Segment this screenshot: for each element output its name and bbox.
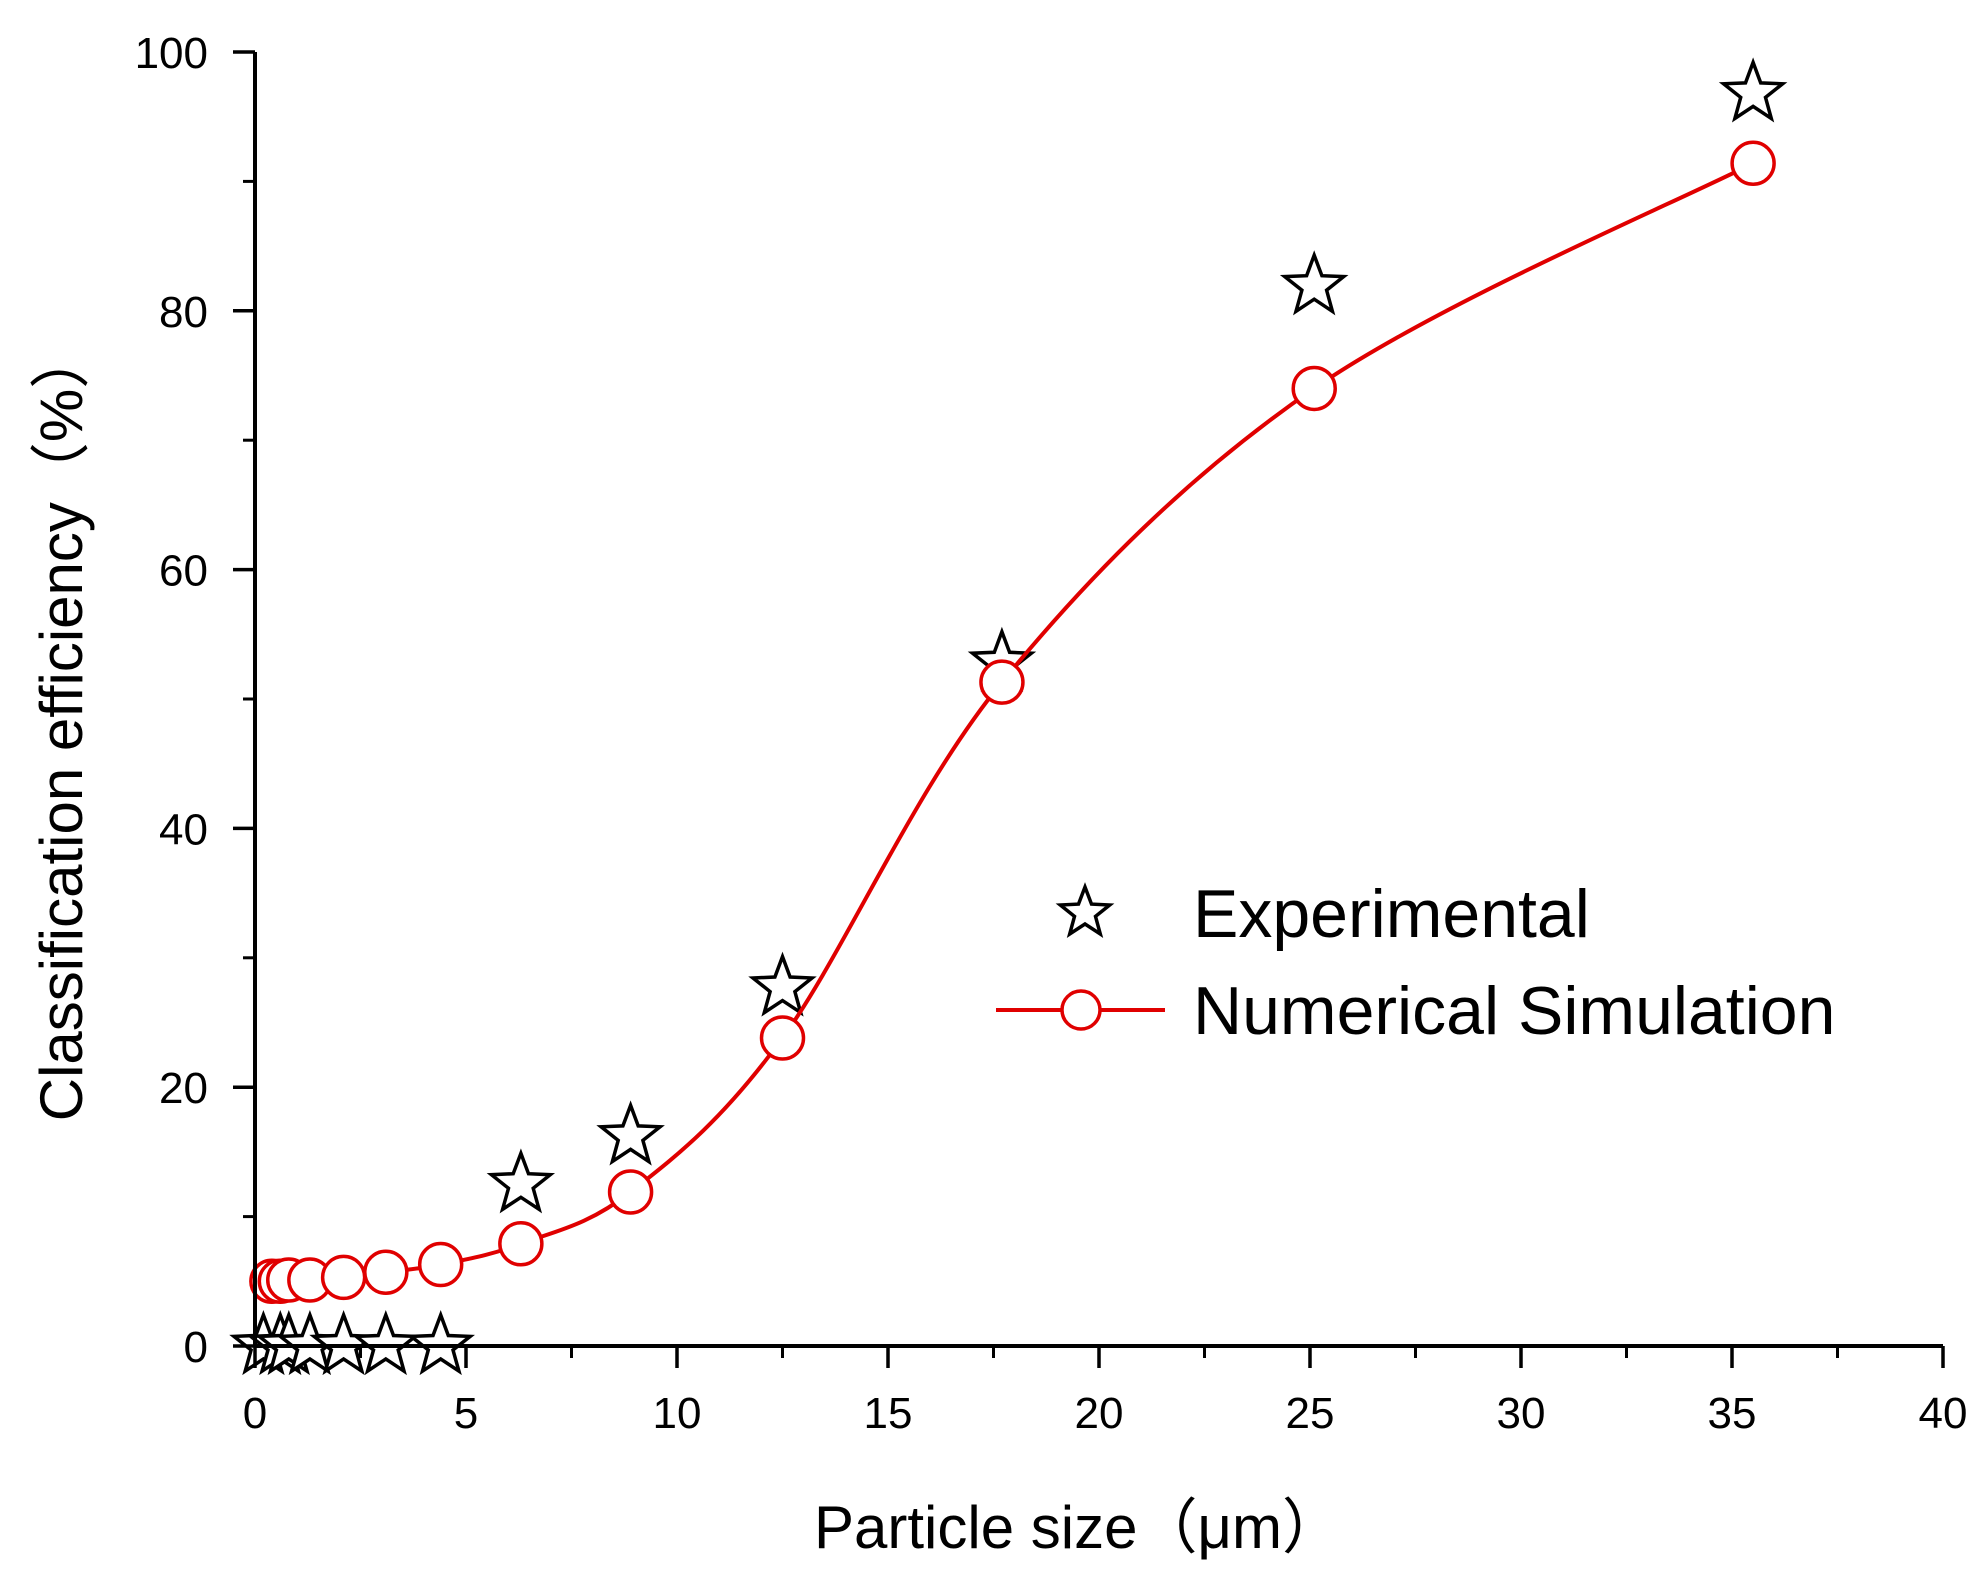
x-tick-label: 40 — [1919, 1389, 1968, 1438]
x-tick-label: 20 — [1075, 1389, 1124, 1438]
simulation-point — [607, 1169, 654, 1215]
experimental-point — [486, 1148, 556, 1214]
legend-label-numerical-simulation: Numerical Simulation — [1193, 973, 1835, 1049]
series-numerical-simulation — [249, 140, 1776, 1305]
simulation-point — [320, 1254, 367, 1301]
simulation-point — [1730, 140, 1776, 187]
legend-item-numerical-simulation: Numerical Simulation — [996, 973, 1835, 1049]
x-tick-label: 25 — [1286, 1389, 1335, 1438]
simulation-point — [498, 1221, 544, 1267]
legend: Experimental Numerical Simulation — [996, 876, 1835, 1049]
experimental-point — [596, 1100, 665, 1166]
x-axis-title: Particle size（μm） — [814, 1494, 1342, 1561]
legend-label-experimental: Experimental — [1193, 876, 1590, 952]
simulation-point — [759, 1015, 806, 1061]
experimental-point — [406, 1309, 475, 1376]
x-tick-label: 5 — [454, 1389, 478, 1438]
experimental-point — [748, 951, 817, 1017]
y-tick-label: 60 — [159, 547, 208, 596]
x-tick-label: 0 — [243, 1389, 267, 1438]
simulation-point — [417, 1241, 464, 1288]
legend-star-marker — [1055, 882, 1115, 938]
y-axis-title: Classification efficiency（%） — [28, 329, 95, 1122]
x-tick-label: 10 — [653, 1389, 702, 1438]
simulation-point — [979, 659, 1025, 705]
y-tick-label: 80 — [159, 288, 208, 337]
simulation-point — [1291, 365, 1337, 412]
legend-item-experimental: Experimental — [1055, 876, 1590, 952]
legend-circle-marker — [1060, 989, 1102, 1031]
experimental-point — [1279, 250, 1349, 316]
x-tick-label: 35 — [1708, 1389, 1757, 1438]
x-tick-label: 30 — [1497, 1389, 1546, 1438]
experimental-point — [1718, 57, 1788, 123]
x-tick-label: 15 — [864, 1389, 913, 1438]
simulation-curve — [271, 161, 1755, 1284]
simulation-point — [363, 1249, 409, 1295]
y-tick-label: 100 — [135, 29, 208, 78]
y-tick-label: 40 — [159, 805, 208, 854]
y-tick-label: 0 — [184, 1323, 208, 1372]
y-tick-label: 20 — [159, 1064, 208, 1113]
experimental-point — [351, 1309, 421, 1376]
plot-marks — [229, 57, 1788, 1376]
axes: 0 5 10 15 20 25 30 35 40 0 20 40 60 80 100 Particle siz… — [28, 29, 1967, 1561]
